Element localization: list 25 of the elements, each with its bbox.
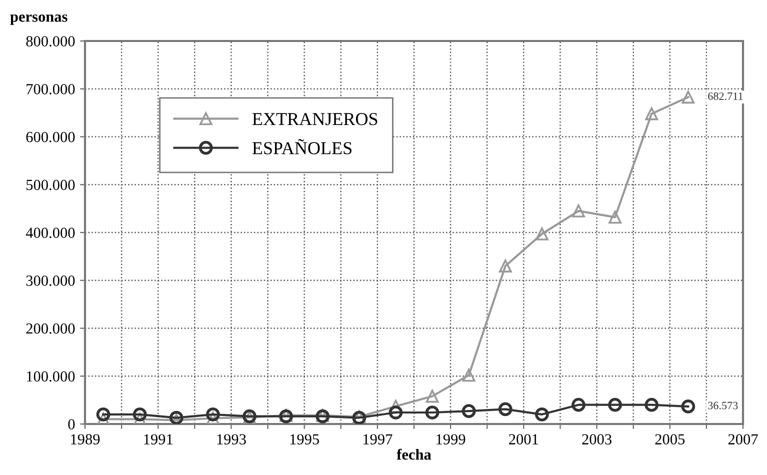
y-tick-label: 500.000 [26, 180, 75, 190]
x-tick-label: 1989 [71, 434, 100, 444]
x-tick-label: 2007 [728, 434, 758, 444]
x-tick-label: 1999 [436, 434, 466, 444]
x-tick-label: 2001 [509, 434, 538, 444]
y-tick-label: 400.000 [26, 228, 75, 238]
x-tick-label: 1991 [144, 434, 172, 444]
legend-label: EXTRANJEROS [252, 113, 378, 126]
x-tick-label: 1995 [290, 434, 320, 444]
y-tick-label: 600.000 [26, 132, 75, 142]
y-axis-title: personas [10, 14, 68, 25]
legend-label: ESPAÑOLES [252, 139, 352, 154]
y-tick-label: 800.000 [26, 36, 75, 47]
y-tick-label: 200.000 [26, 323, 75, 334]
y-tick-label: 0 [68, 419, 75, 430]
annotation: 682.711 [708, 92, 743, 100]
annotation: 36.573 [708, 402, 738, 410]
x-tick-label: 2003 [582, 434, 612, 444]
x-tick-label: 1997 [364, 434, 392, 444]
x-tick-label: 2005 [655, 434, 685, 444]
x-tick-label: 1993 [217, 434, 246, 444]
y-tick-label: 100.000 [26, 371, 75, 382]
y-tick-label: 300.000 [26, 276, 75, 286]
x-axis-title: fecha [396, 448, 432, 460]
y-tick-label: 700.000 [26, 84, 75, 94]
